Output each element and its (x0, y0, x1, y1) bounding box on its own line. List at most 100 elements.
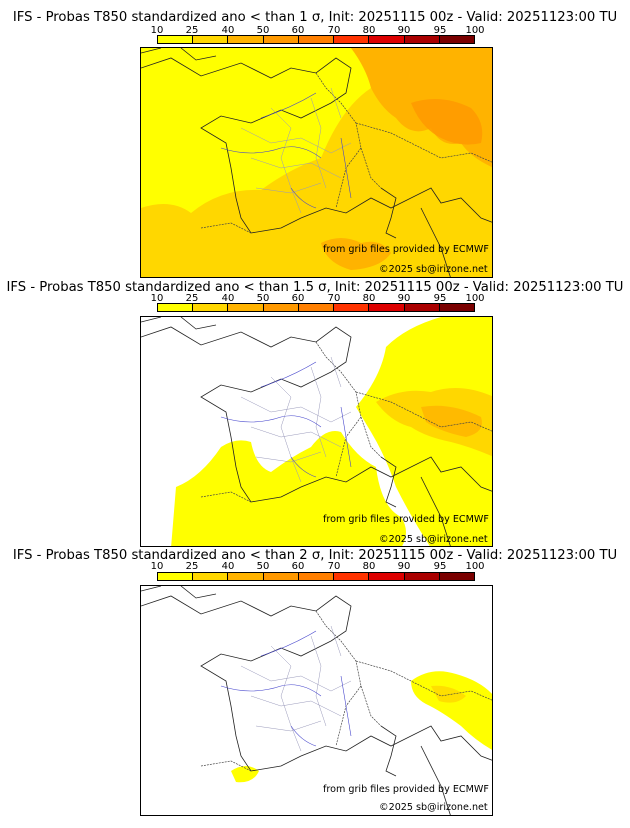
colorbar (157, 35, 475, 44)
tick-label: 25 (185, 293, 199, 304)
colorbar-swatch (404, 304, 440, 311)
panel-title: IFS - Probas T850 standardized ano < tha… (12, 548, 618, 563)
colorbar-swatch (404, 573, 440, 580)
probability-area-10 (411, 671, 492, 750)
colorbar-swatch (369, 573, 405, 580)
colorbar-ticks: 10 25 40 50 60 70 80 90 95 100 (151, 293, 485, 304)
source-credit: from grib files provided by ECMWF (323, 244, 489, 255)
country-border (200, 72, 492, 234)
region-border (240, 356, 352, 483)
colorbar-swatch (439, 304, 474, 311)
colorbar-swatch (334, 573, 370, 580)
colorbar-swatch (193, 573, 229, 580)
colorbar-swatch (158, 573, 194, 580)
tick-label: 70 (327, 25, 341, 36)
tick-label: 100 (465, 293, 485, 304)
colorbar-swatch (263, 36, 299, 43)
map-panel-1: IFS - Probas T850 standardized ano < tha… (0, 0, 630, 280)
colorbar-swatch (439, 573, 474, 580)
tick-label: 10 (150, 25, 164, 36)
tick-label: 10 (150, 293, 164, 304)
tick-label: 40 (221, 561, 235, 572)
colorbar-swatch (193, 36, 229, 43)
colorbar-swatch (228, 304, 264, 311)
colorbar-swatch (228, 573, 264, 580)
tick-label: 50 (256, 561, 270, 572)
map-panel-2: IFS - Probas T850 standardized ano < tha… (6, 280, 624, 547)
probability-area-25 (431, 685, 466, 703)
colorbar-swatch (228, 36, 264, 43)
coastline (141, 57, 492, 234)
coastline (141, 48, 451, 277)
copyright-credit: ©2025 sb@irizone.net (379, 264, 488, 275)
coastline (141, 326, 492, 503)
colorbar-swatch (263, 304, 299, 311)
tick-label: 10 (150, 561, 164, 572)
tick-label: 90 (397, 561, 411, 572)
probability-map: from grib files provided by ECMWF ©2025 … (140, 585, 493, 816)
river (220, 92, 352, 209)
source-credit: from grib files provided by ECMWF (323, 784, 489, 795)
tick-label: 95 (433, 293, 447, 304)
colorbar-swatch (263, 573, 299, 580)
tick-label: 25 (185, 25, 199, 36)
tick-label: 80 (362, 561, 376, 572)
colorbar-ticks: 10 25 40 50 60 70 80 90 95 100 (151, 561, 485, 572)
tick-label: 100 (465, 561, 485, 572)
colorbar-swatch (298, 573, 335, 580)
probability-map: from grib files provided by ECMWF ©2025 … (140, 316, 493, 547)
colorbar-swatch (404, 36, 440, 43)
copyright-credit: ©2025 sb@irizone.net (379, 534, 488, 545)
tick-label: 90 (397, 25, 411, 36)
probability-area-50 (411, 99, 483, 145)
tick-label: 25 (185, 561, 199, 572)
panel-title: IFS - Probas T850 standardized ano < tha… (12, 10, 618, 25)
panel-title: IFS - Probas T850 standardized ano < tha… (6, 280, 624, 295)
colorbar-swatch (369, 36, 405, 43)
probability-map: from grib files provided by ECMWF ©2025 … (140, 47, 493, 278)
colorbar-swatch (439, 36, 474, 43)
tick-label: 100 (465, 25, 485, 36)
coastline (141, 595, 492, 772)
tick-label: 80 (362, 293, 376, 304)
colorbar-swatch (298, 36, 335, 43)
probability-area-10b (231, 766, 259, 783)
colorbar-swatch (369, 304, 405, 311)
tick-label: 60 (291, 25, 305, 36)
colorbar-swatch (158, 36, 194, 43)
colorbar-swatch (298, 304, 335, 311)
colorbar-swatch (334, 304, 370, 311)
river (220, 361, 352, 478)
tick-label: 60 (291, 293, 305, 304)
colorbar (157, 572, 475, 581)
country-border (200, 341, 492, 503)
river (220, 630, 352, 747)
probability-area-40b (321, 238, 391, 270)
tick-label: 50 (256, 293, 270, 304)
tick-label: 95 (433, 561, 447, 572)
tick-label: 80 (362, 25, 376, 36)
probability-area-40 (421, 405, 482, 437)
colorbar-swatch (193, 304, 229, 311)
tick-label: 95 (433, 25, 447, 36)
probability-area-10 (171, 431, 406, 546)
coastline (141, 317, 451, 546)
tick-label: 60 (291, 561, 305, 572)
tick-label: 40 (221, 25, 235, 36)
tick-label: 40 (221, 293, 235, 304)
colorbar-swatch (158, 304, 194, 311)
colorbar-ticks: 10 25 40 50 60 70 80 90 95 100 (151, 25, 485, 36)
tick-label: 70 (327, 293, 341, 304)
country-border (200, 610, 492, 772)
tick-label: 90 (397, 293, 411, 304)
coastline (141, 586, 451, 815)
colorbar (157, 303, 475, 312)
copyright-credit: ©2025 sb@irizone.net (379, 802, 488, 813)
region-border (240, 625, 352, 752)
tick-label: 70 (327, 561, 341, 572)
tick-label: 50 (256, 25, 270, 36)
colorbar-swatch (334, 36, 370, 43)
region-border (240, 87, 352, 214)
source-credit: from grib files provided by ECMWF (323, 514, 489, 525)
